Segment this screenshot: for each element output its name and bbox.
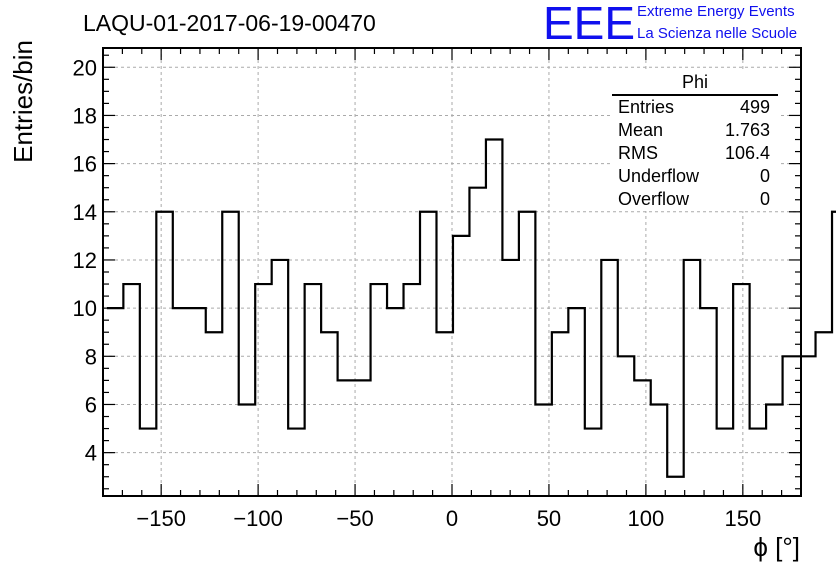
stats-row: Entries 499 bbox=[612, 96, 778, 119]
stats-row: Overflow 0 bbox=[612, 188, 778, 211]
grid-lines bbox=[103, 48, 801, 496]
y-axis-title: Entries/bin bbox=[8, 40, 38, 163]
stats-label: Underflow bbox=[618, 166, 700, 186]
y-tick-label: 6 bbox=[85, 392, 97, 417]
y-tick-label: 10 bbox=[73, 296, 97, 321]
eee-logo: EEE bbox=[543, 0, 636, 49]
logo-subtitle-2: La Scienza nelle Scuole bbox=[637, 25, 798, 42]
y-tick-label: 8 bbox=[85, 344, 97, 369]
stats-label: Mean bbox=[618, 120, 664, 140]
y-tick-labels: 4 6 8 10 12 14 16 18 20 bbox=[73, 55, 97, 465]
x-tick-label: 100 bbox=[628, 506, 665, 531]
y-tick-label: 14 bbox=[73, 200, 97, 225]
x-tick-label: −150 bbox=[136, 506, 186, 531]
logo-subtitle-1: Extreme Energy Events bbox=[637, 3, 795, 20]
x-tick-label: 50 bbox=[537, 506, 561, 531]
y-tick-label: 12 bbox=[73, 248, 97, 273]
y-tick-label: 16 bbox=[73, 152, 97, 177]
stats-row: Underflow 0 bbox=[612, 165, 778, 188]
stats-value: 0 bbox=[759, 166, 770, 186]
axis-ticks bbox=[103, 48, 801, 496]
y-tick-label: 18 bbox=[73, 103, 97, 128]
x-tick-label: 0 bbox=[446, 506, 458, 531]
stats-box: Phi Entries 499 Mean 1.763 RMS 106.4 Underflow… bbox=[612, 72, 778, 211]
x-tick-label: −100 bbox=[233, 506, 283, 531]
stats-value: 1.763 bbox=[724, 120, 770, 140]
y-tick-label: 20 bbox=[73, 55, 97, 80]
y-tick-label: 4 bbox=[85, 441, 97, 466]
stats-value: 0 bbox=[759, 189, 770, 209]
histogram-outline bbox=[106, 138, 836, 478]
stats-row: RMS 106.4 bbox=[612, 142, 778, 165]
stats-label: Entries bbox=[618, 97, 675, 117]
stats-label: Overflow bbox=[618, 189, 690, 209]
stats-title: Phi bbox=[612, 72, 778, 96]
x-tick-label: 150 bbox=[724, 506, 761, 531]
x-axis-title: ϕ [°] bbox=[753, 532, 800, 562]
stats-value: 106.4 bbox=[724, 143, 770, 163]
x-tick-label: −50 bbox=[336, 506, 373, 531]
x-tick-labels: −150 −100 −50 0 50 100 150 bbox=[136, 506, 761, 531]
stats-value: 499 bbox=[739, 97, 770, 117]
stats-row: Mean 1.763 bbox=[612, 119, 778, 142]
stats-label: RMS bbox=[618, 143, 658, 163]
chart-title: LAQU-01-2017-06-19-00470 bbox=[83, 10, 376, 36]
